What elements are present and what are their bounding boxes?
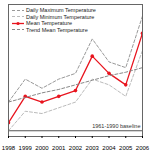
html-text:Mean Temperature: Mean Temperature [26, 20, 73, 26]
html-text:Daily Maximum Temperature: Daily Maximum Temperature [26, 7, 96, 13]
svg-text:2003: 2003 [86, 145, 100, 150]
svg-text:2000: 2000 [35, 145, 49, 150]
html-text:Trend Mean Temperature: Trend Mean Temperature [26, 26, 88, 33]
svg-text:2004: 2004 [102, 145, 116, 150]
svg-text:1999: 1999 [19, 145, 33, 150]
svg-text:1998: 1998 [2, 145, 16, 150]
svg-text:2006: 2006 [136, 145, 150, 150]
html-text:Daily Minimum Temperature: Daily Minimum Temperature [26, 13, 95, 20]
svg-text:1961-1990 baseline: 1961-1990 baseline [92, 123, 140, 129]
svg-text:2005: 2005 [119, 145, 133, 150]
svg-text:2002: 2002 [69, 145, 83, 150]
svg-text:2001: 2001 [52, 145, 66, 150]
